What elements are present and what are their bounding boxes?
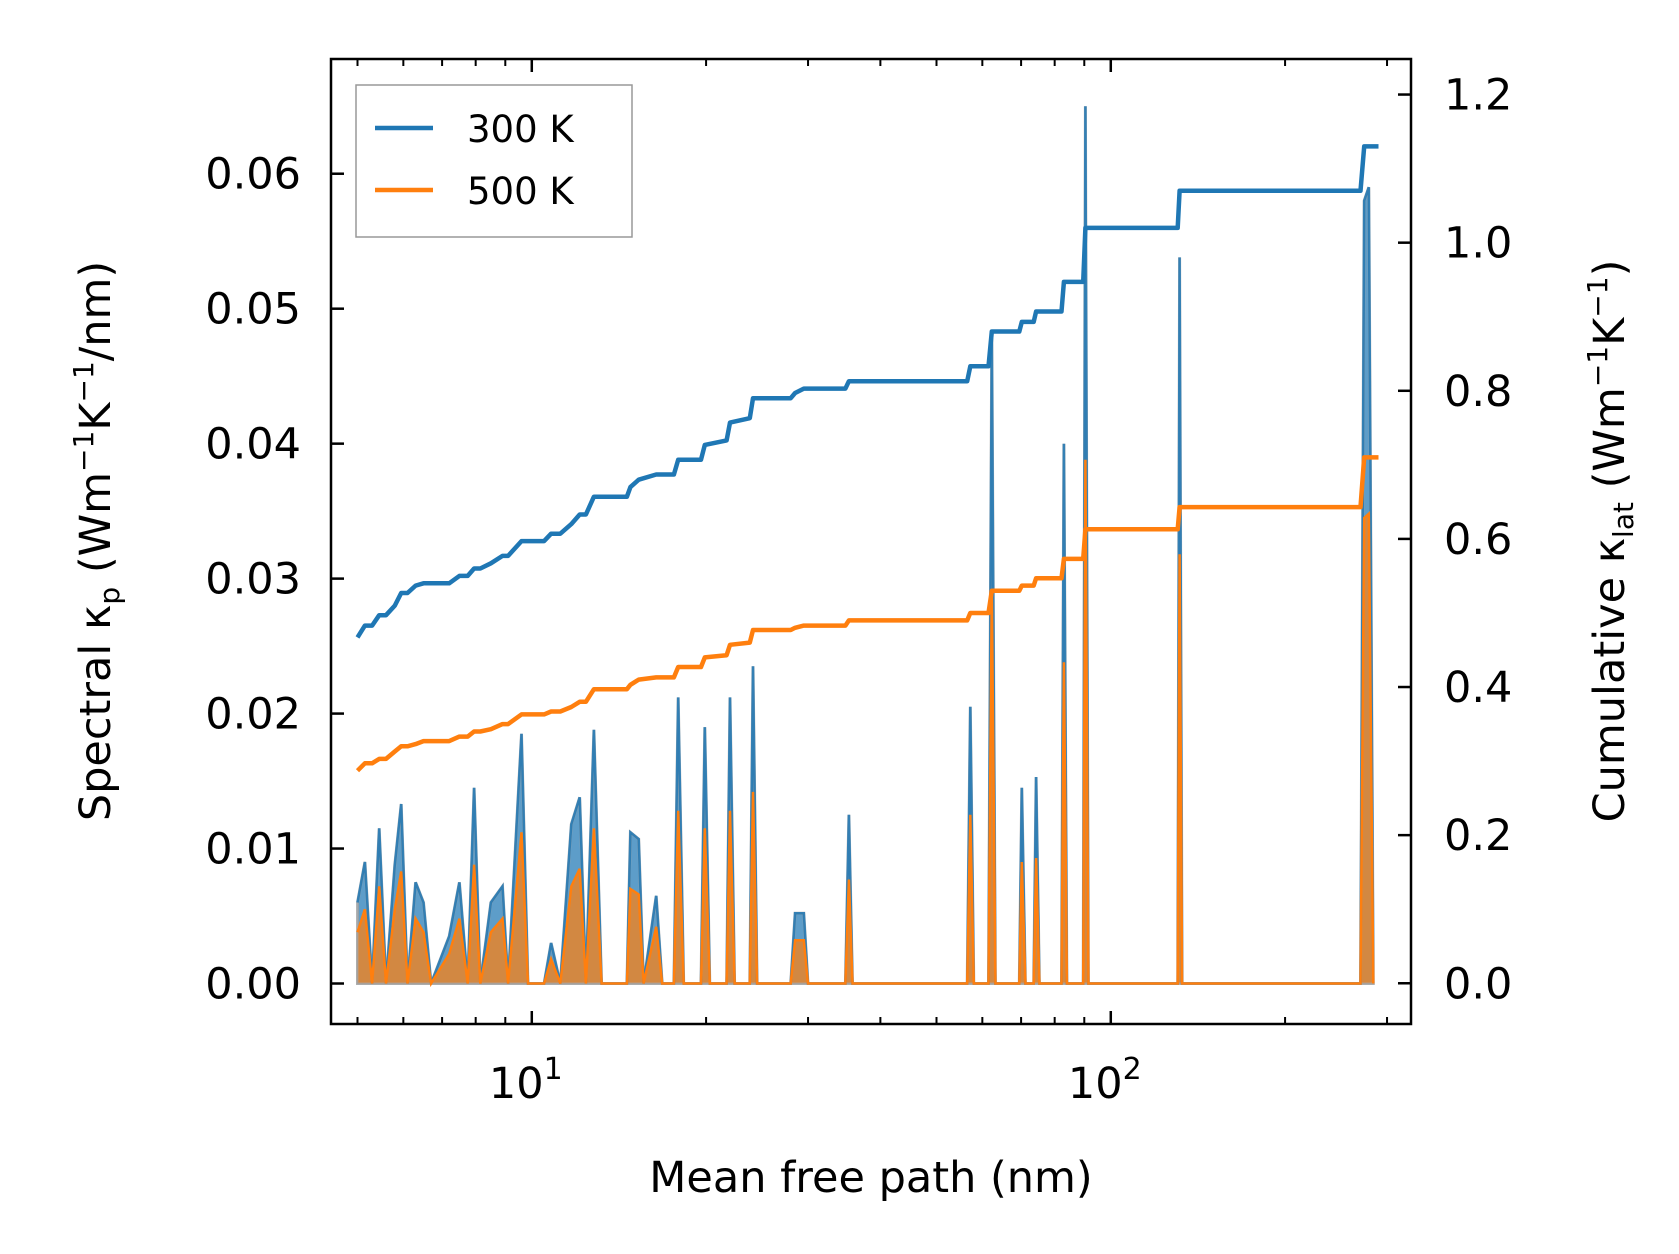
x-axis-label: Mean free path (nm) bbox=[649, 1153, 1092, 1203]
y-left-tick-label: 0.04 bbox=[205, 420, 301, 470]
y-left-tick-label: 0.02 bbox=[205, 690, 301, 740]
y-right-main: Cumulative κ bbox=[1585, 538, 1635, 822]
legend: 300 K 500 K bbox=[355, 84, 633, 238]
y-left-tick-label: 0.01 bbox=[205, 825, 301, 875]
y-right-tick-label: 1.2 bbox=[1444, 71, 1512, 121]
y-left-tick-label: 0.06 bbox=[205, 150, 301, 200]
x-tick-exp: 2 bbox=[1123, 1052, 1142, 1087]
x-tick-exp: 1 bbox=[544, 1052, 563, 1087]
y-left-tick-label: 0.05 bbox=[205, 285, 301, 335]
y-left-sup1: −1 bbox=[67, 431, 100, 472]
y-left-tick-label: 0.00 bbox=[205, 960, 301, 1010]
legend-label-300k: 300 K bbox=[467, 108, 575, 151]
y-left-sup2: −1 bbox=[67, 361, 100, 402]
y-right-tick-label: 0.4 bbox=[1444, 663, 1512, 713]
y-right-tick-label: 0.6 bbox=[1444, 515, 1512, 565]
y-left-main: Spectral κ bbox=[71, 605, 121, 822]
y-left-units-pre: (Wm bbox=[71, 472, 121, 587]
y-right-sub: lat bbox=[1607, 502, 1640, 538]
ticks: 101 1020.000.010.020.030.040.050.060.00.2… bbox=[205, 59, 1512, 1109]
cumulative-line-500k bbox=[355, 455, 1379, 773]
y-right-units-post: ) bbox=[1585, 260, 1635, 277]
y-right-sup2: −1 bbox=[1581, 276, 1614, 317]
y-right-tick-label: 1.0 bbox=[1444, 219, 1512, 269]
y-right-tick-label: 0.8 bbox=[1444, 367, 1512, 417]
y-axis-label-right: Cumulative κlat (Wm−1K−1) bbox=[1581, 260, 1640, 823]
y-right-k: K bbox=[1585, 316, 1635, 346]
y-left-tick-label: 0.03 bbox=[205, 555, 301, 605]
y-left-sub: p bbox=[93, 587, 126, 605]
y-right-units-pre: (Wm bbox=[1585, 387, 1635, 502]
x-tick-label: 101 bbox=[489, 1052, 563, 1109]
y-left-k: K bbox=[71, 401, 121, 431]
y-right-tick-label: 0.2 bbox=[1444, 811, 1512, 861]
y-left-units-post: /nm) bbox=[71, 261, 121, 361]
legend-label-500k: 500 K bbox=[467, 170, 575, 213]
x-tick-base: 10 bbox=[1068, 1059, 1123, 1109]
y-axis-label-left: Spectral κp (Wm−1K−1/nm) bbox=[67, 261, 126, 821]
cumulative-line-300k bbox=[355, 144, 1379, 639]
spectral-line-500k bbox=[356, 459, 1375, 988]
plot-area bbox=[355, 106, 1379, 988]
y-right-tick-label: 0.0 bbox=[1444, 959, 1512, 1009]
legend-box bbox=[355, 84, 633, 238]
plot-frame bbox=[329, 57, 1413, 1026]
x-tick-base: 10 bbox=[489, 1059, 544, 1109]
x-tick-label: 102 bbox=[1068, 1052, 1142, 1109]
y-right-sup1: −1 bbox=[1581, 346, 1614, 387]
